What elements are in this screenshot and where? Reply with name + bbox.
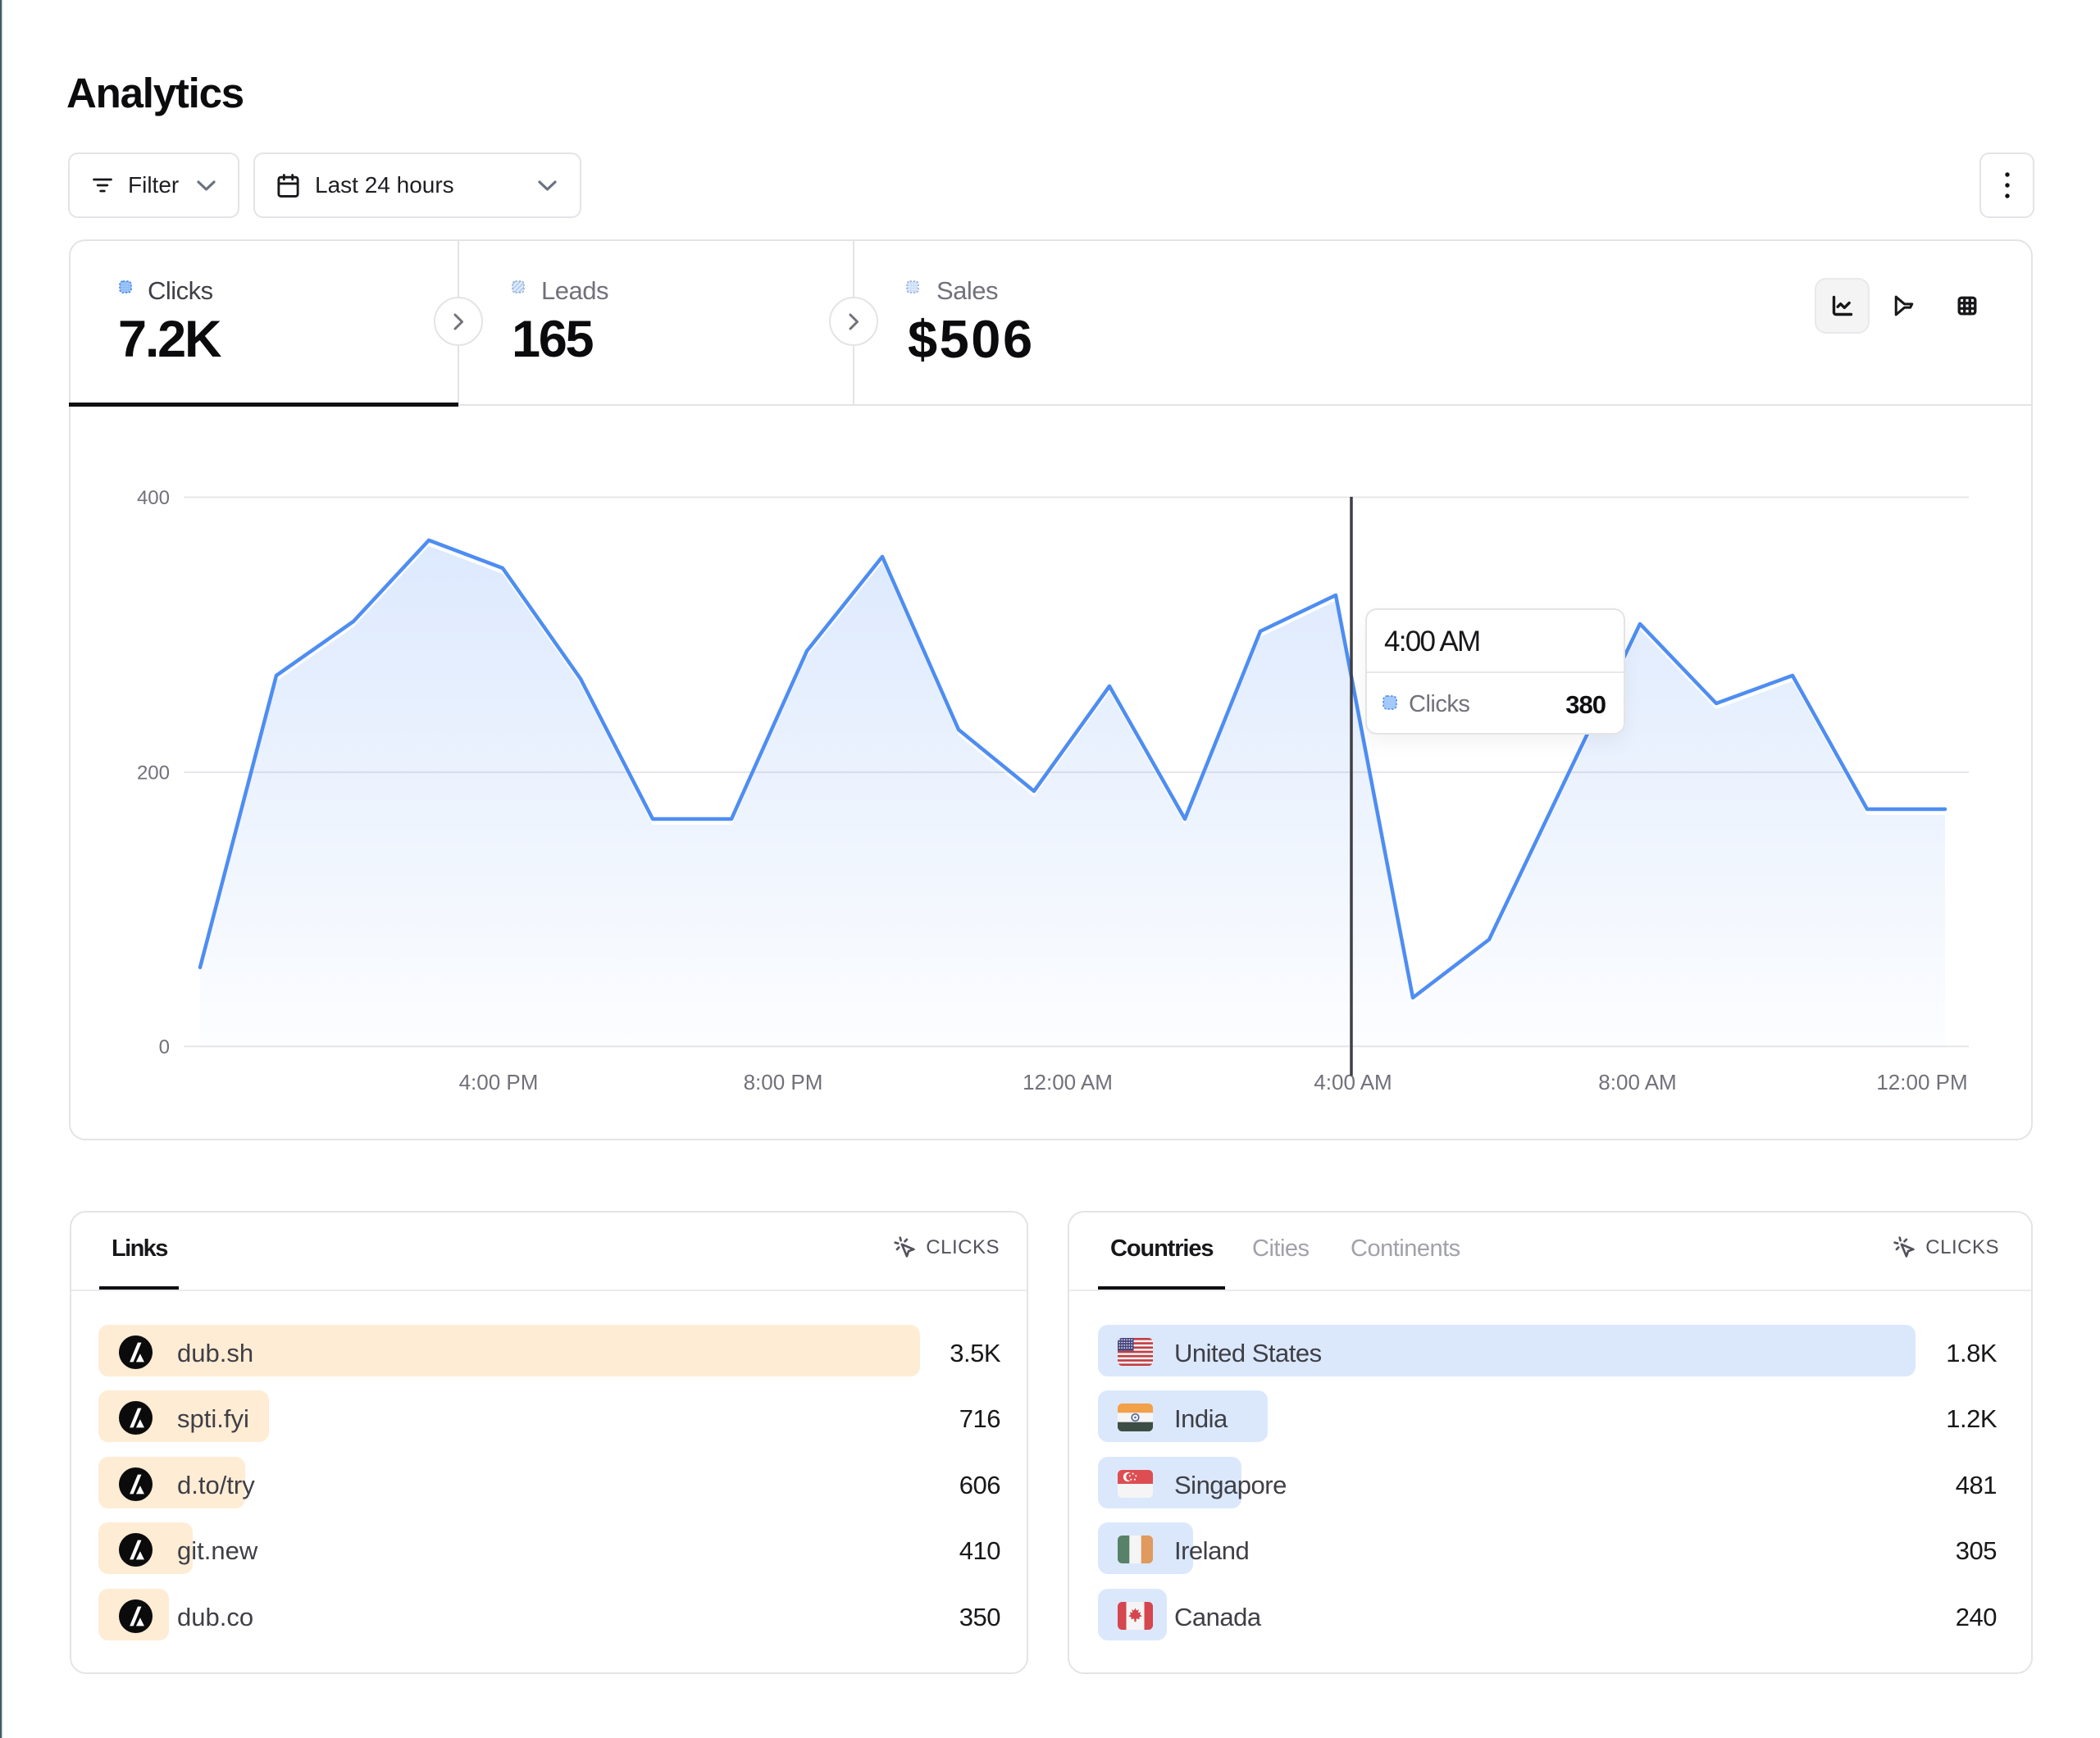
svg-text:8:00 AM: 8:00 AM <box>1598 1070 1676 1094</box>
svg-text:200: 200 <box>137 762 170 785</box>
svg-text:12:00 AM: 12:00 AM <box>1023 1070 1113 1094</box>
svg-text:8:00 PM: 8:00 PM <box>744 1070 823 1094</box>
svg-text:4:00 PM: 4:00 PM <box>459 1070 539 1094</box>
svg-text:0: 0 <box>159 1036 170 1058</box>
svg-text:4:00 AM: 4:00 AM <box>1314 1070 1392 1094</box>
svg-text:400: 400 <box>137 487 170 509</box>
svg-text:12:00 PM: 12:00 PM <box>1876 1070 1967 1094</box>
